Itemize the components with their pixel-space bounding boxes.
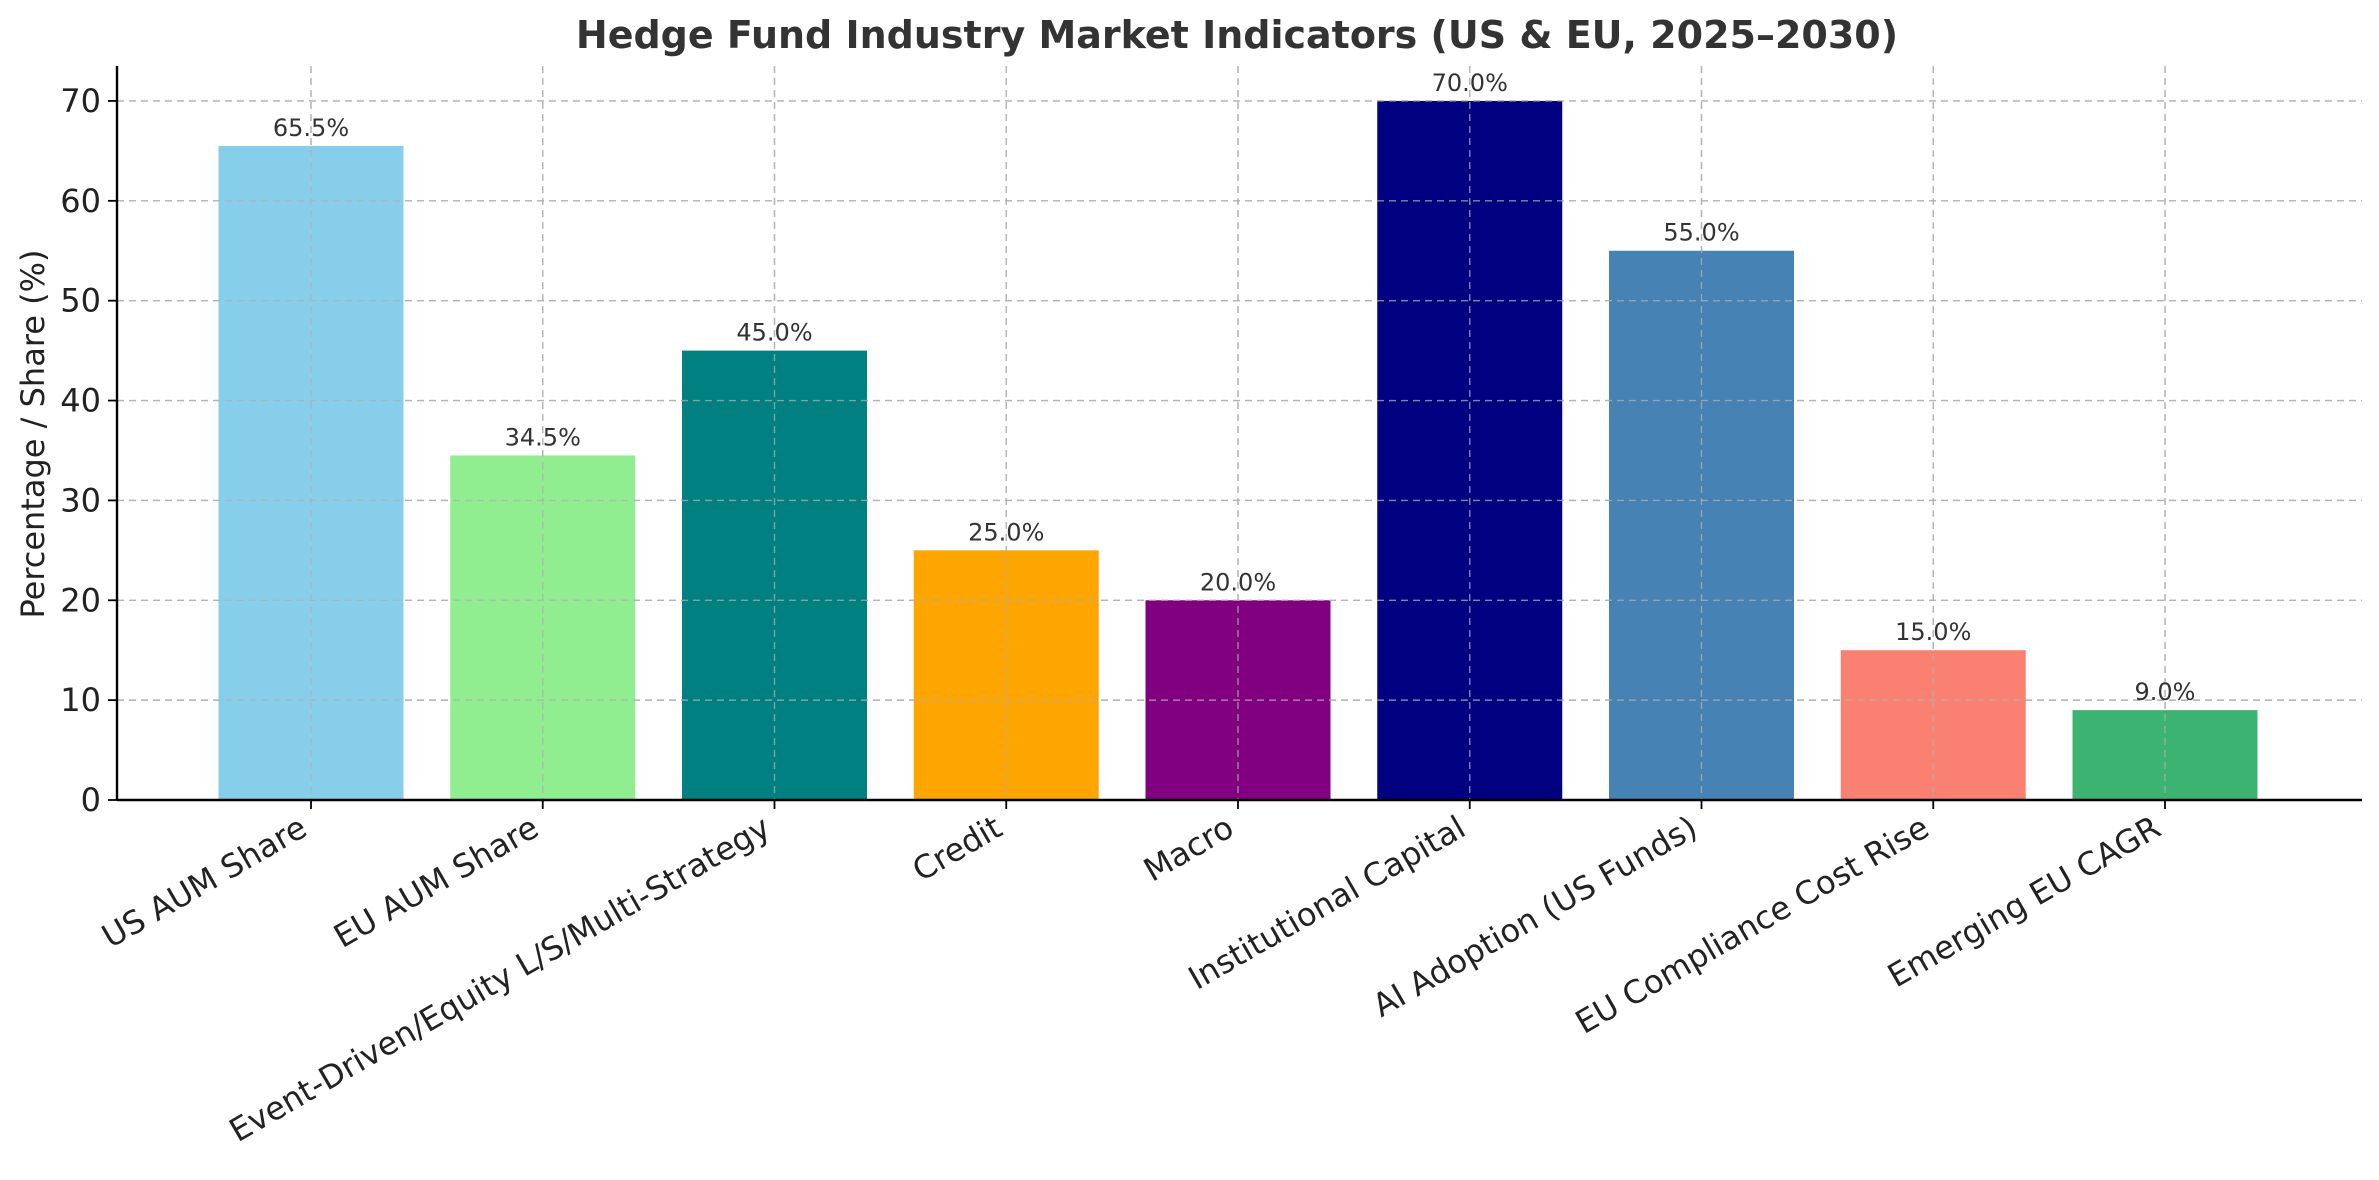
- chart-title: Hedge Fund Industry Market Indicators (U…: [576, 13, 1898, 57]
- bar-value-label: 70.0%: [1432, 69, 1508, 97]
- axis-layer: [108, 66, 2362, 809]
- bar: [218, 145, 404, 800]
- bar-value-label: 25.0%: [968, 518, 1044, 546]
- y-tick-label: 60: [60, 182, 101, 220]
- bar-value-label: 20.0%: [1200, 568, 1276, 596]
- y-tick-label: 30: [60, 481, 101, 519]
- x-tick-label: EU AUM Share: [327, 808, 545, 956]
- bar-value-label: 34.5%: [505, 423, 581, 451]
- y-tick-label: 70: [60, 82, 101, 120]
- y-tick-label: 50: [60, 282, 101, 320]
- grid-front-layer: [117, 66, 2362, 800]
- bar: [913, 550, 1099, 800]
- bar-value-label: 45.0%: [736, 319, 812, 347]
- y-tick-label: 20: [60, 581, 101, 619]
- x-tick-label: US AUM Share: [95, 808, 313, 956]
- x-tick-label: Macro: [1137, 808, 1240, 889]
- y-tick-label: 40: [60, 382, 101, 420]
- y-axis-label: Percentage / Share (%): [14, 249, 52, 618]
- bar-value-label: 55.0%: [1663, 219, 1739, 247]
- y-tick-label: 0: [81, 781, 101, 819]
- y-tick-label: 10: [60, 681, 101, 719]
- bar: [450, 455, 636, 800]
- x-tick-label: Credit: [906, 808, 1008, 889]
- bar-value-label: 65.5%: [273, 114, 349, 142]
- bar-value-label: 9.0%: [2135, 678, 2196, 706]
- bar-value-label: 15.0%: [1895, 618, 1971, 646]
